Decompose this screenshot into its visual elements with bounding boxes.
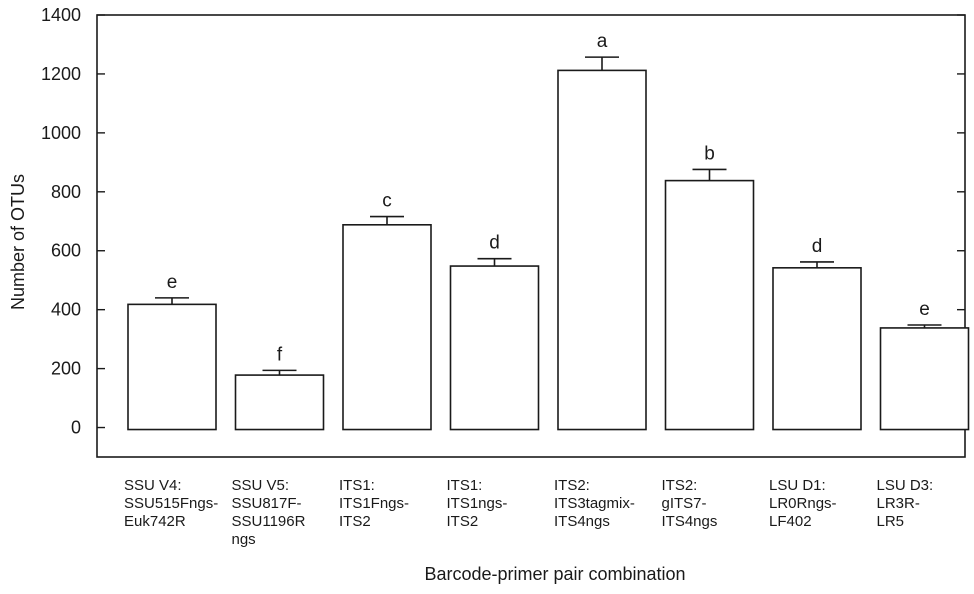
bar-5 [557,69,647,431]
category-label-line: LSU D3: [877,477,934,494]
y-tick-label-400: 400 [51,300,81,320]
category-label-line: ITS4ngs [662,513,718,530]
category-label-line: ITS2 [447,513,479,530]
y-tick-label-1000: 1000 [41,123,81,143]
bar-1 [127,303,217,431]
category-label-4: ITS1: ITS1ngs-ITS2 [447,477,508,530]
bar-4 [449,265,540,431]
bar-2 [234,374,325,431]
category-label-line: ITS1: [447,477,483,494]
category-label-line: gITS7- [662,495,707,512]
bar-6 [664,179,755,431]
y-tick-label-600: 600 [51,241,81,261]
category-label-5: ITS2: ITS3tagmix-ITS4ngs [554,477,635,530]
category-label-line: LR3R- [877,495,920,512]
category-label-6: ITS2: gITS7-ITS4ngs [662,477,718,530]
category-label-line: SSU V4: [124,477,182,494]
significance-label-7: d [812,236,823,257]
x-axis-title: Barcode-primer pair combination [424,564,685,584]
category-label-line: LF402 [769,513,812,530]
category-label-line: SSU817F- [232,495,302,512]
category-label-line: ITS4ngs [554,513,610,530]
y-tick-label-1200: 1200 [41,64,81,84]
bar-8 [879,327,970,431]
category-label-line: SSU V5: [232,477,290,494]
category-label-line: LR5 [877,513,905,530]
category-label-line: ITS1ngs- [447,495,508,512]
bar-7 [772,267,862,431]
significance-label-8: e [919,299,930,320]
category-label-line: ITS1Fngs- [339,495,409,512]
y-axis-title: Number of OTUs [8,174,28,310]
significance-label-5: a [597,31,608,52]
bar-3 [342,224,432,431]
category-label-line: LR0Rngs- [769,495,837,512]
y-tick-label-200: 200 [51,359,81,379]
category-label-line: ITS2 [339,513,371,530]
significance-label-1: e [167,272,178,293]
y-tick-label-1400: 1400 [41,5,81,25]
y-tick-label-0: 0 [71,418,81,438]
significance-label-6: b [704,143,715,164]
category-label-line: ITS3tagmix- [554,495,635,512]
category-label-line: SSU1196R [232,513,306,530]
category-label-line: ITS2: [554,477,590,494]
category-label-7: LSU D1: LR0Rngs-LF402 [769,477,837,530]
plot-frame [96,14,966,458]
category-label-line: SSU515Fngs- [124,495,218,512]
category-label-3: ITS1: ITS1Fngs-ITS2 [339,477,409,530]
category-label-1: SSU V4: SSU515Fngs-Euk742R [124,477,218,530]
category-label-line: ITS1: [339,477,375,494]
category-label-line: ITS2: [662,477,698,494]
category-label-2: SSU V5: SSU817F-SSU1196R ngs [232,477,306,548]
significance-label-3: c [382,191,392,212]
significance-label-2: f [277,344,283,365]
category-label-line: LSU D1: [769,477,826,494]
category-label-8: LSU D3: LR3R-LR5 [877,477,934,530]
category-label-line: Euk742R [124,513,186,530]
category-label-line: ngs [232,531,256,548]
significance-label-4: d [489,233,500,254]
y-tick-label-800: 800 [51,182,81,202]
